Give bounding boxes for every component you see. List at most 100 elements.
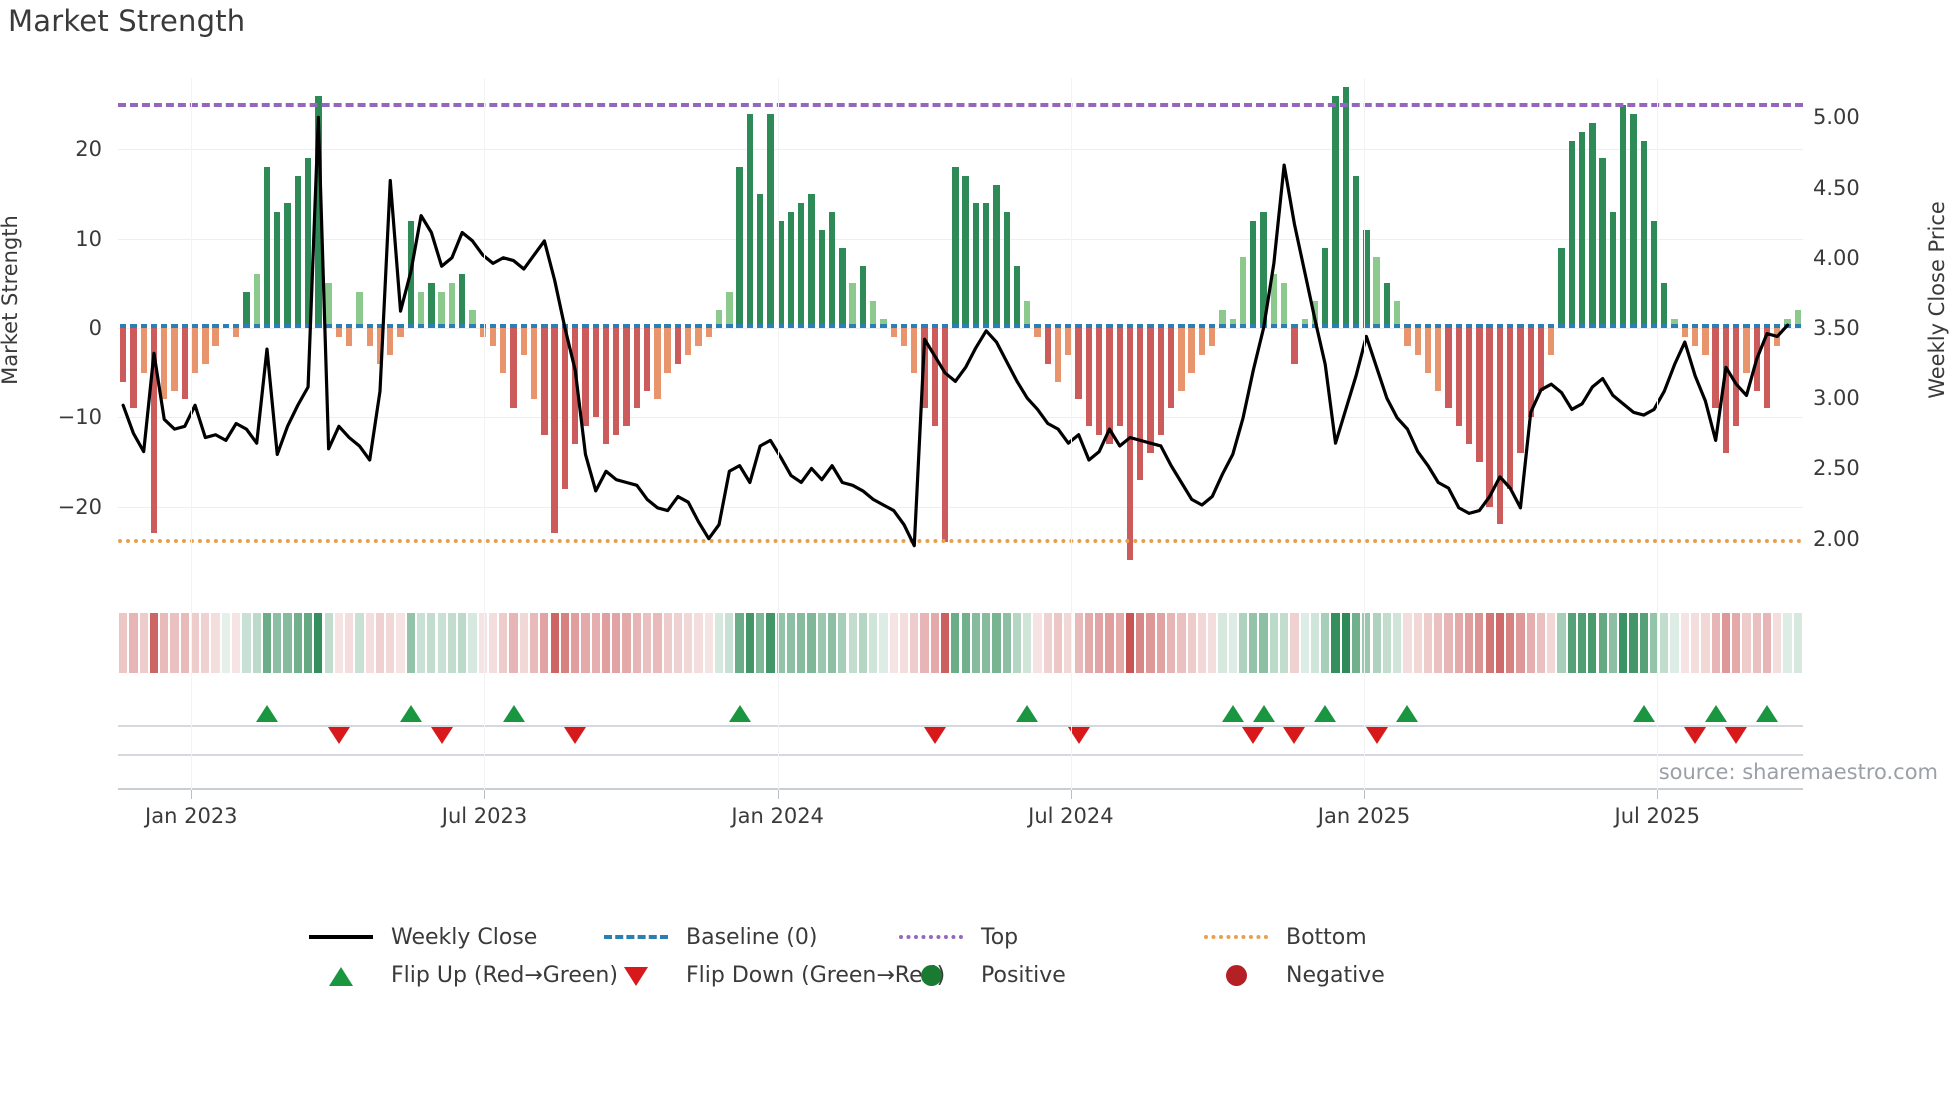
strength-bar	[202, 328, 209, 364]
strength-bar	[582, 328, 589, 427]
heatmap-cell	[1434, 613, 1443, 673]
flip-up-marker	[1221, 705, 1244, 722]
legend-item[interactable]: Bottom	[1200, 920, 1367, 954]
strength-bar	[1332, 95, 1339, 328]
baseline-segment	[315, 324, 322, 328]
baseline-segment	[520, 324, 527, 328]
heatmap-cell	[704, 613, 713, 673]
baseline-segment	[1383, 324, 1391, 328]
heatmap-cell	[1331, 613, 1340, 673]
baseline-segment	[202, 324, 209, 328]
heatmap-cell	[1023, 613, 1032, 673]
legend-label: Flip Down (Green→Red)	[686, 962, 946, 988]
legend-item[interactable]: Flip Up (Red→Green)	[305, 958, 618, 992]
legend-item[interactable]: Positive	[895, 958, 1066, 992]
heatmap-cell	[509, 613, 518, 673]
strength-bar	[787, 211, 795, 328]
baseline-segment	[1455, 324, 1462, 328]
strength-bar	[263, 167, 271, 328]
strength-bar	[161, 328, 168, 400]
grid-lines	[118, 78, 1803, 578]
strength-bar	[1465, 328, 1473, 445]
strength-bar	[828, 211, 836, 328]
heatmap-cell	[601, 613, 611, 673]
legend-label: Weekly Close	[391, 924, 538, 950]
baseline-segment	[859, 324, 867, 328]
heatmap-cell	[468, 613, 477, 673]
baseline-segment	[1517, 324, 1524, 328]
strength-bar	[1681, 328, 1689, 337]
baseline-segment	[1722, 324, 1730, 328]
strength-bar	[664, 328, 671, 373]
heatmap-cell	[1547, 613, 1556, 673]
strength-bar	[1280, 283, 1288, 328]
y-axis-right-tick: 4.00	[1813, 245, 1860, 270]
strength-bar	[315, 95, 322, 328]
baseline-segment	[335, 324, 343, 328]
baseline-segment	[756, 324, 764, 328]
flip-down-marker	[327, 727, 350, 744]
strength-bar	[1198, 328, 1206, 355]
baseline-segment	[1650, 324, 1658, 328]
strength-bar	[1065, 328, 1072, 355]
strength-bar	[736, 167, 743, 328]
heatmap-cell	[1752, 613, 1761, 673]
heatmap-cell	[1249, 613, 1258, 673]
baseline-segment	[1414, 324, 1421, 328]
heatmap-cell	[848, 613, 857, 673]
baseline-segment	[181, 324, 188, 328]
strength-bar	[294, 176, 301, 328]
heatmap-cell	[386, 613, 395, 673]
heatmap-cell	[1423, 613, 1433, 673]
strength-bar	[592, 328, 599, 418]
baseline-segment	[613, 324, 620, 328]
strength-bar	[1054, 328, 1062, 382]
strength-bar	[993, 185, 1000, 328]
heatmap-cell	[838, 613, 847, 673]
baseline-segment	[931, 324, 938, 328]
y-axis-left-title: Market Strength	[0, 215, 22, 385]
heatmap-cell	[1526, 613, 1535, 673]
baseline-segment	[808, 324, 815, 328]
strength-bar	[705, 328, 712, 337]
heatmap-cell	[1177, 613, 1186, 673]
legend-swatch	[1204, 935, 1268, 939]
heatmap-cell	[1002, 613, 1011, 673]
heatmap-cell	[232, 613, 241, 673]
baseline-segment	[1332, 324, 1339, 328]
main-chart-panel	[118, 78, 1803, 578]
heatmap-cell	[478, 613, 487, 673]
chart-legend: Weekly Close Baseline (0) Top Bottom Flip Up…	[0, 920, 1960, 1030]
x-axis-tick	[1657, 790, 1659, 799]
heatmap-cell	[1649, 613, 1659, 673]
heatmap-cell	[519, 613, 528, 673]
baseline-segment	[459, 324, 466, 328]
legend-swatch	[624, 967, 648, 986]
strength-bar	[1609, 211, 1617, 328]
baseline-segment	[921, 324, 928, 328]
strength-bar	[1147, 328, 1154, 453]
legend-item[interactable]: Flip Down (Green→Red)	[600, 958, 945, 992]
heatmap-cell	[1762, 613, 1772, 673]
divider-line-upper	[118, 754, 1803, 756]
heatmap-cell	[345, 613, 354, 673]
heatmap-cell	[581, 613, 590, 673]
flip-down-marker	[1684, 727, 1707, 744]
baseline-segment	[952, 324, 959, 328]
heatmap-cell	[756, 613, 765, 673]
heatmap-cell	[622, 613, 631, 673]
baseline-segment	[1681, 324, 1689, 328]
strength-bar	[972, 203, 980, 328]
strength-bar	[746, 113, 754, 328]
heatmap-cell	[252, 613, 261, 673]
legend-item[interactable]: Top	[895, 920, 1018, 954]
legend-item[interactable]: Baseline (0)	[600, 920, 817, 954]
heatmap-cell	[1300, 613, 1309, 673]
strength-bar	[520, 328, 527, 355]
strength-bar	[777, 220, 784, 328]
legend-item[interactable]: Weekly Close	[305, 920, 537, 954]
legend-item[interactable]: Negative	[1200, 958, 1385, 992]
baseline-segment	[1733, 324, 1740, 328]
strength-bar	[726, 292, 733, 328]
heatmap-cell	[1228, 613, 1237, 673]
